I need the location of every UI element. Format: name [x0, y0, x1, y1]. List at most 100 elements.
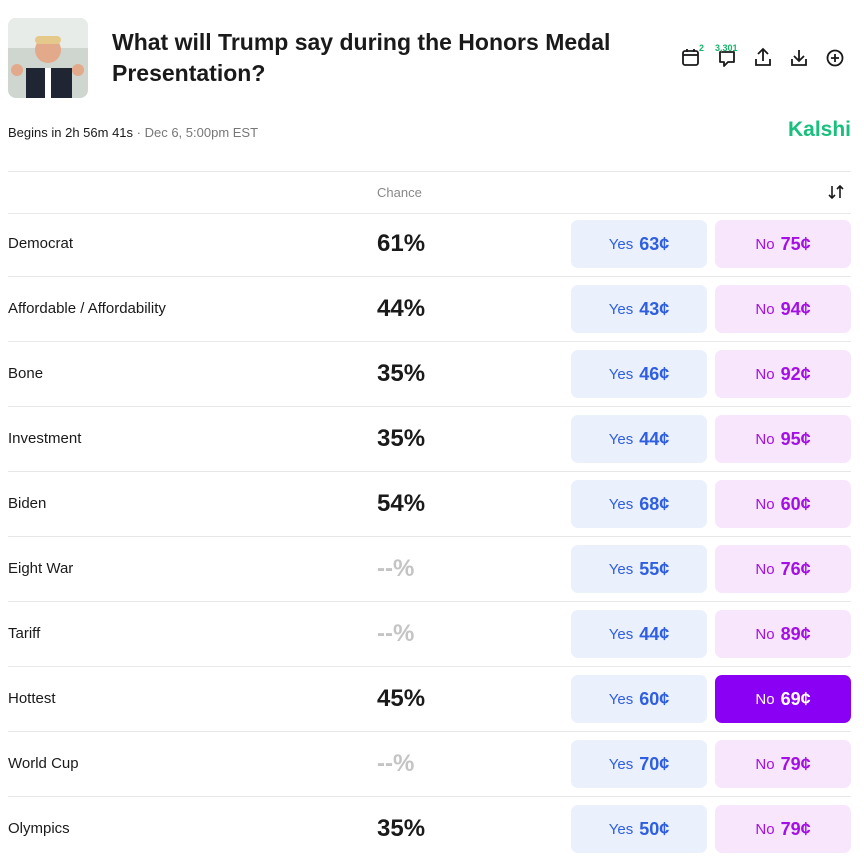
calendar-badge: 2 [699, 43, 705, 53]
chance: 45% [377, 685, 426, 712]
yes-button[interactable]: Yes 44¢ [571, 610, 707, 658]
title: What will Trump say during the Honors Me… [112, 29, 611, 86]
add-button[interactable] [826, 49, 844, 67]
yes-label: Yes [608, 495, 634, 513]
chance: --% [377, 750, 415, 777]
yes-button[interactable]: Yes 50¢ [571, 805, 707, 853]
no-price: 76¢ [780, 558, 811, 579]
yes-button[interactable]: Yes 63¢ [571, 220, 707, 268]
yes-price: 70¢ [639, 753, 670, 774]
no-label: No [755, 690, 775, 708]
yes-button[interactable]: Yes 44¢ [571, 415, 707, 463]
schedule: Begins in 2h 56m 41s · Dec 6, 5:00pm EST [8, 125, 258, 140]
no-price: 69¢ [780, 688, 811, 709]
outcome-name: Eight War [8, 560, 74, 577]
yes-button[interactable]: Yes 46¢ [571, 350, 707, 398]
yes-label: Yes [608, 625, 634, 643]
chance: 35% [377, 815, 426, 842]
no-price: 79¢ [780, 818, 811, 839]
outcome-name: Bone [8, 365, 44, 382]
no-price: 89¢ [780, 623, 811, 644]
yes-label: Yes [608, 365, 634, 383]
yes-price: 44¢ [639, 623, 670, 644]
yes-label: Yes [608, 690, 634, 708]
outcome-row: Democrat 61% Yes 63¢ No 75¢ [8, 212, 851, 277]
outcome-row: World Cup --% Yes 70¢ No 79¢ [8, 732, 851, 797]
chance: 35% [377, 360, 426, 387]
outcome-name: Hottest [8, 690, 56, 707]
yes-button[interactable]: Yes 70¢ [571, 740, 707, 788]
outcome-name: World Cup [8, 755, 79, 772]
yes-button[interactable]: Yes 43¢ [571, 285, 707, 333]
date: · Dec 6, 5:00pm EST [136, 125, 259, 140]
no-price: 94¢ [780, 298, 811, 319]
outcome-row: Eight War --% Yes 55¢ No 76¢ [8, 537, 851, 602]
yes-price: 60¢ [639, 688, 670, 709]
chance: 54% [377, 490, 426, 517]
calendar-button[interactable] [682, 49, 699, 66]
sort-button[interactable] [827, 183, 845, 201]
no-button[interactable]: No 76¢ [715, 545, 851, 593]
outcome-name: Democrat [8, 235, 74, 252]
no-label: No [755, 495, 775, 513]
download-button[interactable] [791, 50, 807, 66]
chance: 44% [377, 295, 426, 322]
outcome-name: Tariff [8, 625, 41, 642]
countdown: Begins in 2h 56m 41s [8, 125, 134, 140]
no-price: 92¢ [780, 363, 811, 384]
no-label: No [755, 560, 775, 578]
market-image [8, 18, 88, 98]
yes-label: Yes [608, 300, 634, 318]
yes-label: Yes [608, 430, 634, 448]
comments-button[interactable] [719, 51, 735, 67]
no-button[interactable]: No 75¢ [715, 220, 851, 268]
no-label: No [755, 300, 775, 318]
outcome-row: Olympics 35% Yes 50¢ No 79¢ [8, 797, 851, 860]
chance: 35% [377, 425, 426, 452]
table-header: Chance [8, 171, 851, 214]
yes-price: 46¢ [639, 363, 670, 384]
yes-price: 63¢ [639, 233, 670, 254]
outcome-row: Hottest 45% Yes 60¢ No 69¢ [8, 667, 851, 732]
yes-button[interactable]: Yes 60¢ [571, 675, 707, 723]
chance: --% [377, 555, 415, 582]
brand: Kalshi [787, 118, 851, 141]
no-button[interactable]: No 95¢ [715, 415, 851, 463]
no-button[interactable]: No 69¢ [715, 675, 851, 723]
yes-price: 43¢ [639, 298, 670, 319]
share-button[interactable] [755, 47, 771, 66]
outcome-name: Affordable / Affordability [8, 300, 166, 317]
no-button[interactable]: No 94¢ [715, 285, 851, 333]
no-label: No [755, 430, 775, 448]
outcome-row: Investment 35% Yes 44¢ No 95¢ [8, 407, 851, 472]
no-price: 60¢ [780, 493, 811, 514]
outcome-row: Biden 54% Yes 68¢ No 60¢ [8, 472, 851, 537]
outcome-row: Affordable / Affordability 44% Yes 43¢ No 94¢ [8, 277, 851, 342]
outcome-row: Tariff --% Yes 44¢ No 89¢ [8, 602, 851, 667]
outcome-name: Investment [8, 430, 82, 447]
no-label: No [755, 820, 775, 838]
no-button[interactable]: No 92¢ [715, 350, 851, 398]
no-label: No [755, 755, 775, 773]
no-label: No [755, 365, 775, 383]
yes-button[interactable]: Yes 68¢ [571, 480, 707, 528]
yes-label: Yes [608, 820, 634, 838]
no-button[interactable]: No 79¢ [715, 740, 851, 788]
no-price: 95¢ [780, 428, 811, 449]
yes-price: 50¢ [639, 818, 670, 839]
yes-button[interactable]: Yes 55¢ [571, 545, 707, 593]
outcome-name: Biden [8, 495, 47, 512]
no-button[interactable]: No 89¢ [715, 610, 851, 658]
yes-price: 55¢ [639, 558, 670, 579]
chance: --% [377, 620, 415, 647]
chance-header: Chance [377, 185, 422, 200]
yes-price: 44¢ [639, 428, 670, 449]
no-button[interactable]: No 79¢ [715, 805, 851, 853]
comments-badge: 3,301 [715, 43, 738, 53]
chance: 61% [377, 230, 426, 257]
yes-label: Yes [608, 755, 634, 773]
no-button[interactable]: No 60¢ [715, 480, 851, 528]
no-label: No [755, 625, 775, 643]
no-label: No [755, 235, 775, 253]
